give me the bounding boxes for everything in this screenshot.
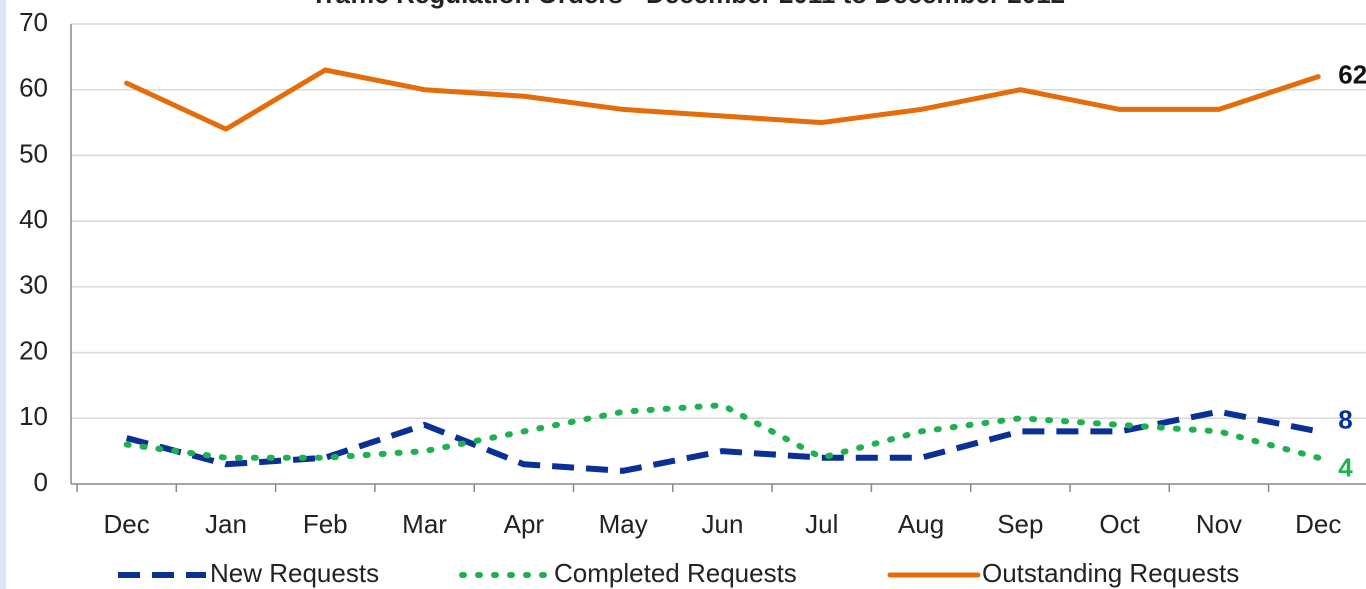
- y-tick-label: 50: [19, 138, 48, 168]
- x-tick-label: May: [599, 509, 648, 539]
- x-tick-label: Dec: [1295, 509, 1341, 539]
- y-tick-label: 0: [34, 467, 48, 497]
- frame-edge: [0, 0, 6, 589]
- chart-title: Traffic Regulation Orders - December 201…: [311, 0, 1065, 9]
- y-tick-label: 70: [19, 7, 48, 37]
- x-tick-label: Jun: [701, 509, 743, 539]
- x-tick-label: Aug: [898, 509, 944, 539]
- x-tick-label: Feb: [303, 509, 348, 539]
- x-tick-label: Jul: [805, 509, 838, 539]
- x-tick-label: Jan: [205, 509, 247, 539]
- y-tick-label: 40: [19, 204, 48, 234]
- x-tick-label: Dec: [104, 509, 150, 539]
- data-label: 4: [1338, 453, 1353, 483]
- x-tick-label: Nov: [1196, 509, 1242, 539]
- y-tick-label: 30: [19, 270, 48, 300]
- x-tick-label: Sep: [997, 509, 1043, 539]
- data-label: 8: [1338, 404, 1352, 434]
- y-tick-label: 20: [19, 335, 48, 365]
- y-tick-label: 60: [19, 73, 48, 103]
- y-tick-label: 10: [19, 401, 48, 431]
- x-tick-label: Apr: [504, 509, 545, 539]
- series-line: [125, 408, 1319, 474]
- x-tick-label: Oct: [1099, 509, 1140, 539]
- legend-label: Completed Requests: [554, 558, 797, 588]
- x-tick-label: Mar: [402, 509, 447, 539]
- series-line: [124, 67, 1321, 132]
- legend-label: New Requests: [210, 558, 379, 588]
- legend-label: Outstanding Requests: [982, 558, 1239, 588]
- data-label: 62: [1338, 59, 1366, 89]
